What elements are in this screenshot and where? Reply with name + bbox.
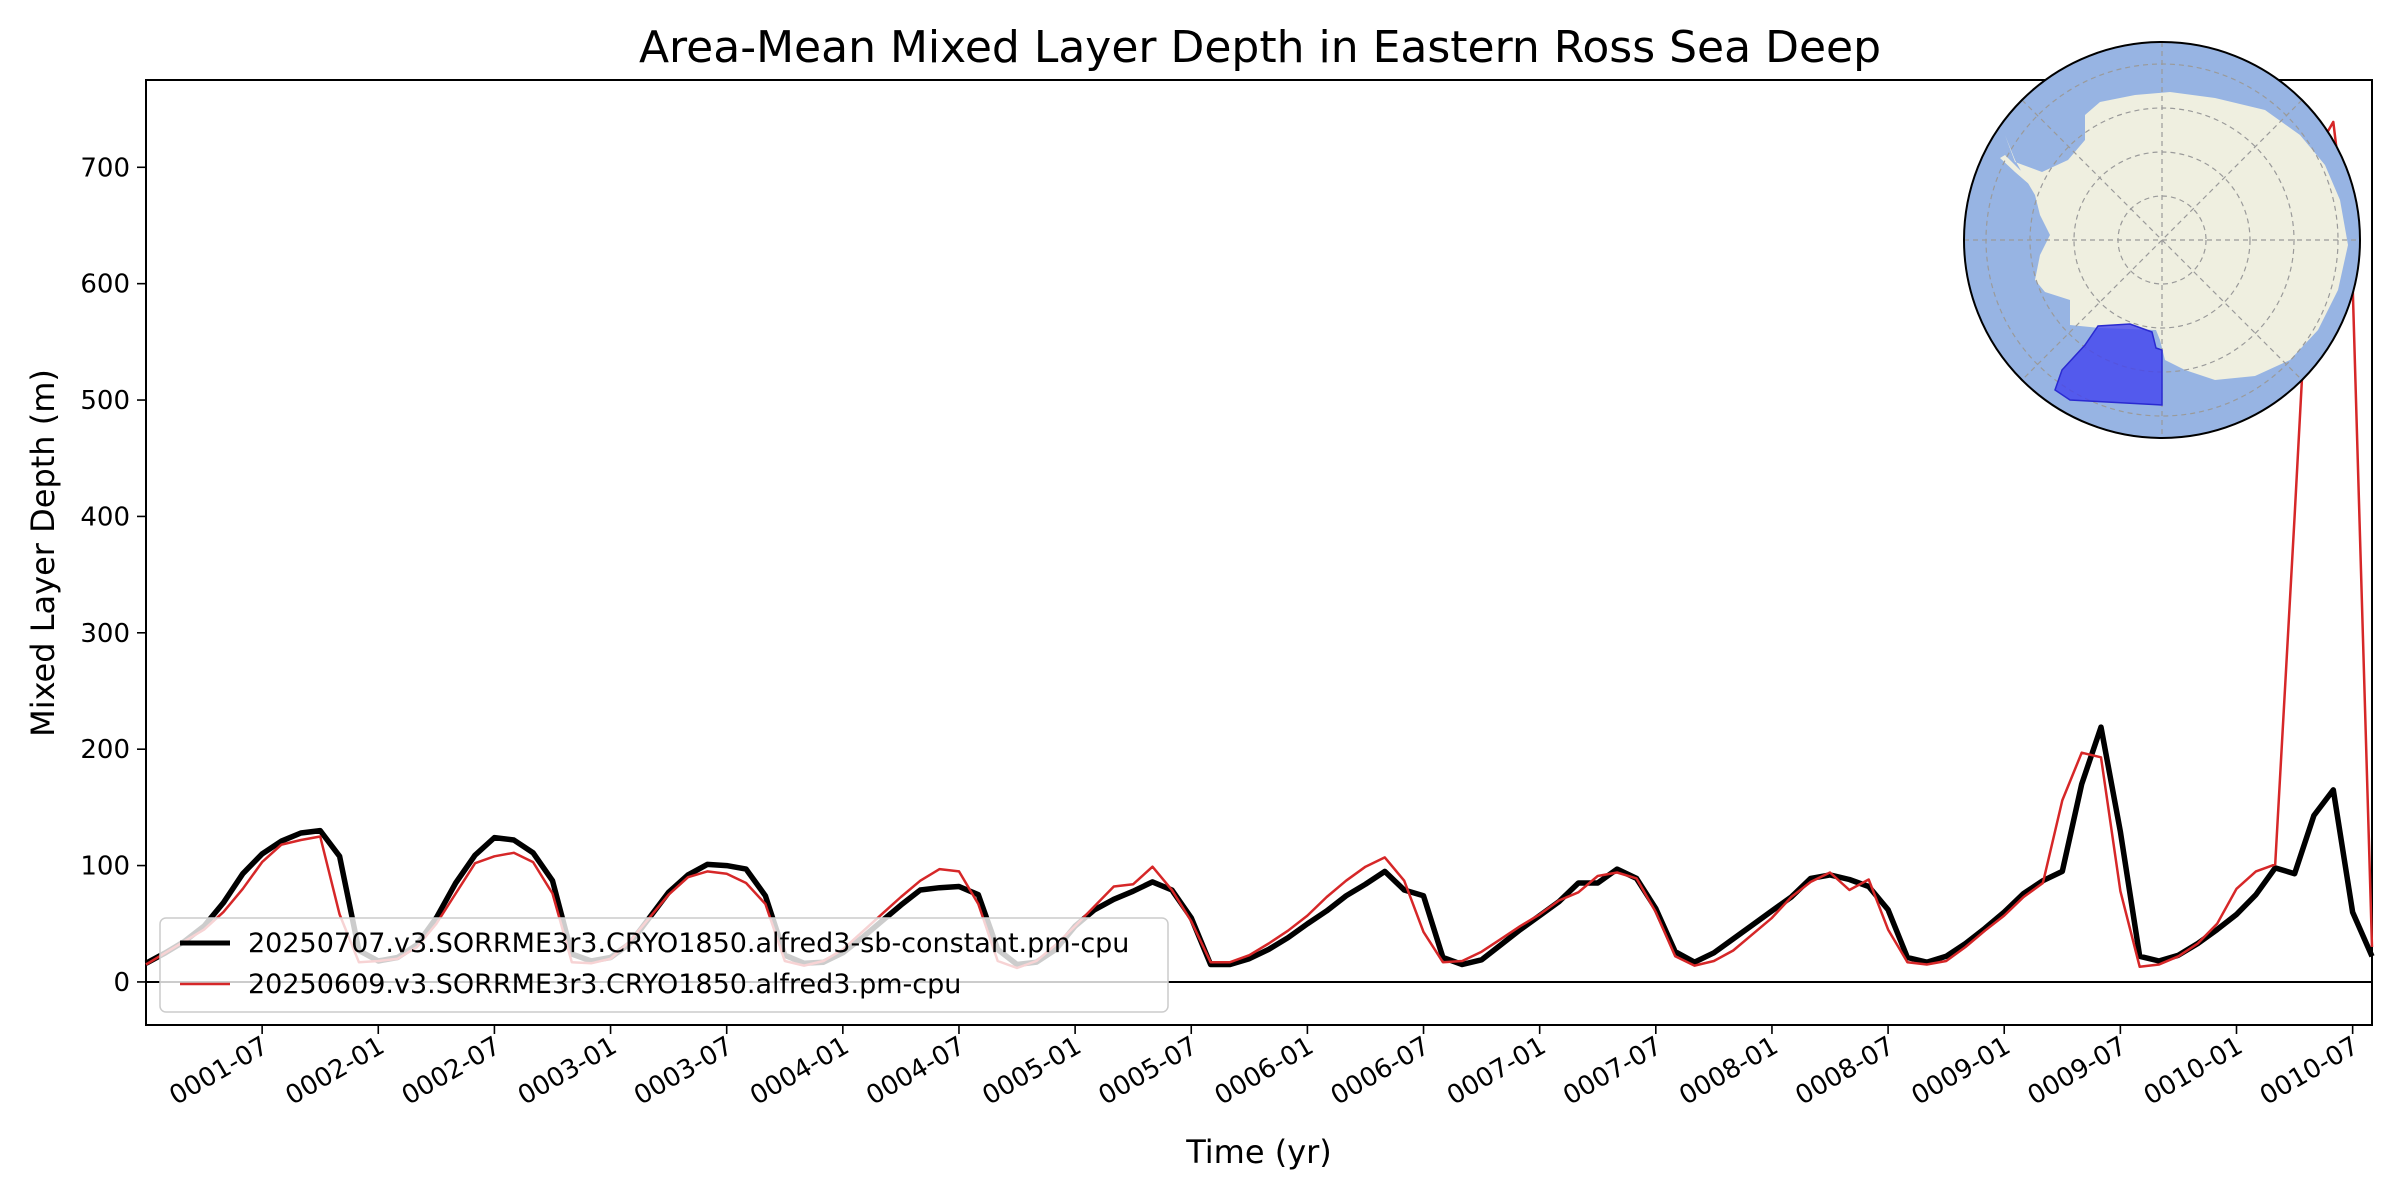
x-tick-label: 0008-07 [1791,1031,1900,1111]
x-tick-label: 0003-07 [629,1031,738,1111]
y-tick-label: 600 [80,270,130,300]
legend-box [159,917,1169,1013]
x-tick-label: 0007-07 [1558,1031,1667,1111]
legend-label-series-2: 20250609.v3.SORRME3r3.CRYO1850.alfred3.p… [248,969,961,1000]
series-line-2 [145,120,2374,970]
inset-outline [1963,41,2361,439]
y-tick-label: 0 [113,968,130,998]
series-line-1 [144,724,2375,968]
legend-label-series-1: 20250707.v3.SORRME3r3.CRYO1850.alfred3-s… [248,928,1129,959]
x-tick-label: 0003-01 [513,1031,622,1111]
x-tick-label: 0002-01 [281,1031,390,1111]
x-tick-label: 0010-01 [2139,1031,2248,1111]
y-tick-label: 100 [80,852,130,882]
inset-eastern-ross-sea-region [2054,323,2163,406]
x-tick-label: 0004-07 [861,1031,970,1111]
antarctica-inset-map [1963,41,2361,439]
x-tick-label: 0005-01 [978,1031,1087,1111]
inset-antarctica-land [2005,92,2348,380]
y-tick-label: 200 [80,735,130,765]
x-tick-label: 0009-01 [1907,1031,2016,1111]
y-tick-label: 300 [80,619,130,649]
plot-area [145,79,2373,1026]
y-tick-label: 400 [80,502,130,532]
x-tick-label: 0010-07 [2255,1031,2364,1111]
x-tick-label: 0005-07 [1094,1031,1203,1111]
y-tick-label: 700 [80,153,130,183]
x-tick-label: 0002-07 [397,1031,506,1111]
y-tick-label: 500 [80,386,130,416]
x-tick-label: 0004-01 [745,1031,854,1111]
x-tick-label: 0007-01 [1442,1031,1551,1111]
legend: 20250707.v3.SORRME3r3.CRYO1850.alfred3-s… [159,917,1169,1013]
x-tick-label: 0008-01 [1674,1031,1783,1111]
x-tick-label: 0006-01 [1210,1031,1319,1111]
x-tick-label: 0001-07 [165,1031,274,1111]
x-tick-label: 0009-07 [2023,1031,2132,1111]
y-axis-label: Mixed Layer Depth (m) [24,369,62,737]
x-tick-label: 0006-07 [1326,1031,1435,1111]
chart-title: Area-Mean Mixed Layer Depth in Eastern R… [639,22,1881,73]
x-axis-label: Time (yr) [1185,1133,1332,1171]
inset-antarctic-peninsula [2000,155,2040,185]
